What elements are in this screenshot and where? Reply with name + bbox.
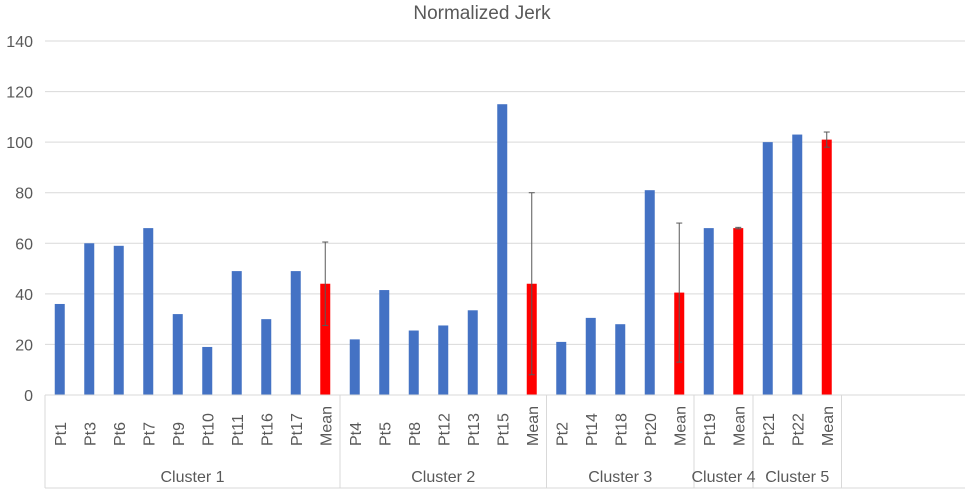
- error-bars: [322, 131, 830, 376]
- category-label: Pt4: [348, 422, 365, 446]
- category-label: Pt9: [171, 422, 188, 446]
- cluster-label: Cluster 1: [160, 469, 224, 486]
- patient-bar: [113, 245, 124, 395]
- category-label: Pt1: [53, 422, 70, 446]
- category-label: Pt3: [82, 422, 99, 446]
- patient-bar: [762, 142, 773, 395]
- patient-bar: [408, 330, 419, 395]
- patient-bar: [54, 303, 65, 395]
- mean-bar: [821, 139, 832, 395]
- category-label: Pt19: [702, 413, 719, 446]
- category-label: Pt2: [554, 422, 571, 446]
- category-label: Mean: [820, 406, 837, 446]
- cluster-label: Cluster 2: [411, 469, 475, 486]
- category-label: Pt14: [584, 413, 601, 446]
- y-tick-label: 120: [6, 85, 33, 102]
- category-label: Pt15: [495, 413, 512, 446]
- category-label: Pt10: [200, 413, 217, 446]
- category-label: Pt5: [377, 422, 394, 446]
- category-label: Pt13: [466, 413, 483, 446]
- category-label: Pt16: [259, 413, 276, 446]
- category-label: Mean: [672, 406, 689, 446]
- patient-bar: [497, 104, 508, 395]
- patient-bar: [438, 325, 449, 395]
- cluster-label: Cluster 4: [691, 469, 755, 486]
- patient-bar: [792, 134, 803, 396]
- category-label: Pt21: [761, 413, 778, 446]
- category-label: Pt11: [230, 414, 247, 446]
- cluster-label: Cluster 5: [765, 469, 829, 486]
- patient-bar: [467, 310, 478, 395]
- patient-bar: [202, 346, 213, 395]
- patient-bar: [703, 228, 714, 395]
- patient-bar: [585, 317, 596, 395]
- patient-bar: [556, 341, 567, 395]
- category-label: Pt17: [289, 413, 306, 446]
- y-tick-label: 40: [15, 287, 33, 304]
- bars: [54, 104, 832, 396]
- category-label: Pt18: [613, 413, 630, 446]
- x-axis: Pt1 Pt3 Pt6 Pt7 Pt9 Pt10 Pt11 Pt16 Pt17 Mean Clust…: [44, 394, 965, 489]
- patient-bar: [84, 243, 95, 395]
- category-label: Pt22: [790, 413, 807, 446]
- patient-bar: [231, 271, 242, 395]
- y-tick-label: 80: [15, 186, 33, 203]
- y-tick-label: 140: [6, 34, 33, 51]
- category-label: Mean: [731, 406, 748, 446]
- chart-title: Normalized Jerk: [413, 3, 551, 24]
- category-label: Pt8: [407, 422, 424, 446]
- category-label: Mean: [525, 406, 542, 446]
- y-tick-label: 60: [15, 236, 33, 253]
- y-tick-label: 20: [15, 337, 33, 354]
- category-label: Pt20: [643, 413, 660, 446]
- cluster-label: Cluster 3: [588, 469, 652, 486]
- category-label: Pt6: [112, 422, 129, 446]
- patient-bar: [615, 324, 626, 395]
- y-tick-label: 0: [24, 388, 33, 405]
- mean-bar: [320, 283, 331, 395]
- y-tick-label: 100: [6, 135, 33, 152]
- mean-bar: [733, 228, 744, 395]
- patient-bar: [349, 339, 360, 395]
- patient-bar: [379, 290, 390, 395]
- category-label: Mean: [318, 406, 335, 446]
- patient-bar: [644, 190, 655, 395]
- category-label: Pt12: [436, 413, 453, 446]
- y-axis-ticks: 0 20 40 60 80 100 120 140: [6, 34, 33, 405]
- patient-bar: [290, 271, 301, 395]
- patient-bar: [172, 314, 183, 395]
- patient-bar: [261, 319, 272, 395]
- patient-bar: [143, 228, 154, 395]
- category-label: Pt7: [141, 422, 158, 446]
